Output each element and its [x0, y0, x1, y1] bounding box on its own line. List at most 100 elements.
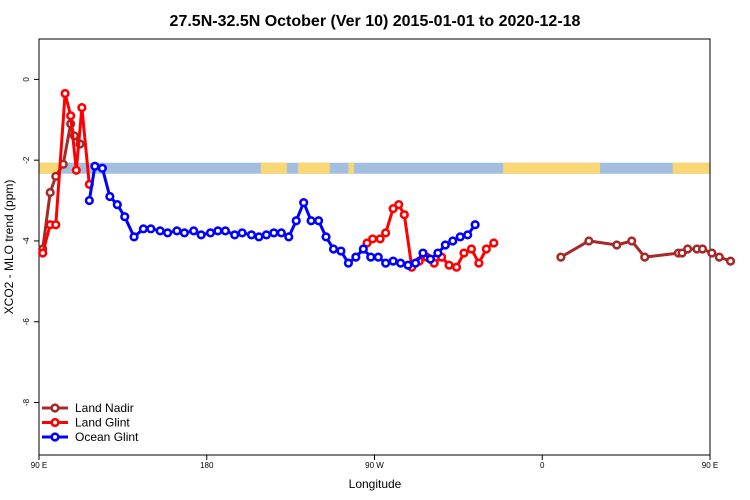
data-point [84, 195, 94, 206]
land-segment [503, 162, 601, 174]
data-point [403, 260, 413, 270]
data-point [399, 210, 409, 220]
data-point [394, 199, 404, 210]
data-point [481, 244, 491, 254]
legend-label: Land Glint [75, 416, 130, 430]
data-point [707, 248, 717, 258]
data-point [459, 248, 469, 258]
data-point [276, 228, 286, 238]
data-point [358, 244, 368, 254]
legend-marker [50, 417, 60, 428]
data-point [556, 252, 566, 262]
series-0 [38, 119, 736, 266]
data-point [470, 220, 480, 230]
x-tick-label: 0 [540, 461, 545, 470]
plot-frame [38, 38, 711, 456]
data-point [112, 199, 122, 210]
data-point [120, 212, 130, 222]
data-point [77, 103, 87, 113]
data-point [237, 228, 247, 238]
legend-marker [50, 403, 60, 413]
data-point [697, 244, 708, 254]
chart-title: 27.5N-32.5N October (Ver 10) 2015-01-01 … [170, 13, 581, 30]
y-tick-label: -4 [22, 237, 31, 245]
data-point [677, 248, 687, 258]
data-point [474, 258, 484, 268]
land-segment [39, 162, 62, 174]
y-tick-label: 0 [22, 77, 31, 82]
data-point [725, 256, 736, 266]
data-point [328, 244, 339, 254]
data-point [362, 238, 372, 248]
data-point [627, 236, 637, 246]
data-point [466, 244, 477, 254]
data-point [313, 216, 324, 226]
data-point [254, 232, 264, 242]
land-segment [298, 162, 330, 174]
data-point [172, 226, 182, 236]
data-point [433, 248, 443, 258]
data-point [205, 228, 216, 238]
data-point [612, 240, 622, 250]
data-point [683, 244, 693, 254]
x-axis: 90 E 180 90 W 0 90 E [31, 455, 718, 470]
data-point [291, 216, 301, 226]
data-point [584, 236, 594, 246]
data-point [45, 187, 55, 198]
data-point [269, 228, 279, 238]
data-point [146, 224, 156, 234]
data-point [640, 252, 650, 262]
series-2 [84, 161, 480, 270]
data-point [455, 232, 465, 242]
data-point [66, 111, 76, 121]
series-line [87, 164, 477, 267]
surface-band [39, 162, 710, 174]
data-point [230, 230, 240, 240]
data-point [138, 224, 148, 234]
data-point [448, 236, 458, 246]
legend-label: Land Nadir [75, 401, 134, 415]
data-point [179, 228, 189, 238]
x-axis-label: Longitude [349, 477, 402, 491]
data-point [368, 234, 378, 244]
data-point [463, 230, 473, 240]
series-1 [38, 88, 499, 272]
data-point [373, 252, 383, 262]
data-point [97, 163, 107, 173]
legend-label: Ocean Glint [75, 430, 139, 444]
ocean-band [39, 162, 710, 174]
data-point [60, 88, 70, 99]
land-segment [672, 162, 710, 174]
data-point [440, 240, 450, 250]
land-segment [348, 162, 354, 174]
data-point [343, 258, 354, 268]
data-point [366, 252, 376, 262]
data-point [90, 161, 100, 171]
data-point [388, 204, 398, 214]
y-axis-label: XCO2 - MLO trend (ppm) [2, 180, 16, 315]
data-point [38, 248, 48, 258]
data-point [129, 232, 139, 242]
data-point [410, 258, 421, 268]
data-point [418, 248, 428, 258]
data-point [381, 258, 391, 268]
data-point [51, 220, 61, 230]
data-point [336, 246, 346, 256]
data-point [444, 260, 454, 270]
data-point [299, 197, 309, 208]
y-tick-label: -2 [22, 156, 31, 164]
data-point [425, 254, 436, 264]
data-point [71, 165, 81, 175]
data-point [155, 226, 165, 236]
x-tick-label: 90 E [702, 461, 718, 470]
data-point [220, 226, 230, 236]
data-point [163, 228, 173, 238]
data-point [351, 252, 361, 262]
data-point [306, 216, 316, 226]
data-point [246, 230, 257, 240]
x-tick-label: 90 E [31, 461, 47, 470]
data-point [284, 232, 294, 242]
data-point [489, 238, 499, 248]
